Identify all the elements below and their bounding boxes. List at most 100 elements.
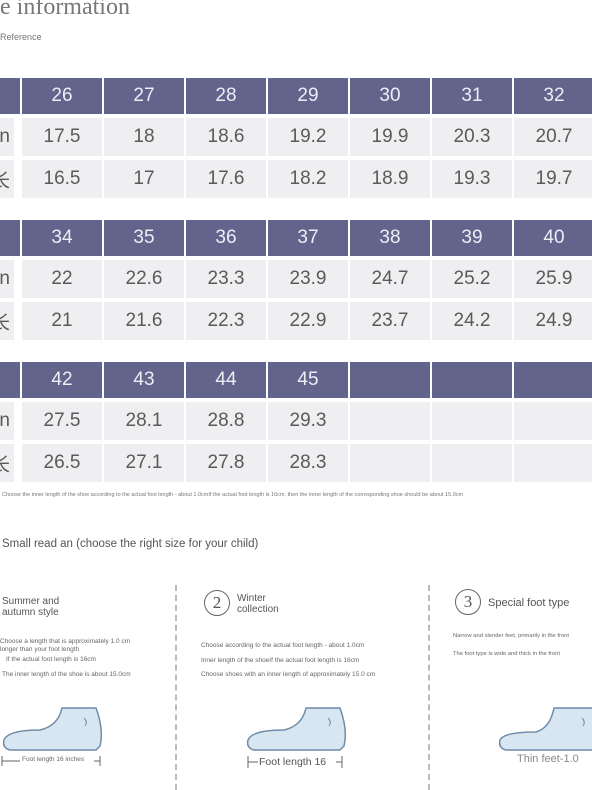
header-cell: 45 — [268, 362, 348, 398]
size-cell: 26.5 — [22, 444, 102, 482]
panel-caption: Foot length 16 inches — [22, 756, 85, 763]
foot-illustration — [246, 707, 347, 768]
header-cell: 31 — [432, 78, 512, 114]
header-cell — [432, 362, 512, 398]
panel-line: Choose shoes with an inner length of app… — [201, 671, 376, 678]
size-cell: 23.7 — [350, 302, 430, 340]
header-cell: 27 — [104, 78, 184, 114]
note: Choose the inner length of the shoe acco… — [2, 492, 464, 498]
row-label: n — [0, 402, 14, 440]
subtitle: Reference — [0, 32, 42, 42]
size-cell — [432, 402, 512, 440]
header-cell: 36 — [186, 220, 266, 256]
size-cell: 18 — [104, 118, 184, 156]
panel-title: Winter collection — [237, 593, 279, 615]
header-cell: 26 — [22, 78, 102, 114]
size-cell: 17 — [104, 160, 184, 198]
panel-number: 3 — [455, 589, 481, 615]
size-cell: 22.3 — [186, 302, 266, 340]
panel-line: Narrow and slender feet, primarily in th… — [453, 633, 569, 639]
panel-caption: Foot length 16 — [259, 756, 327, 768]
size-cell: 20.3 — [432, 118, 512, 156]
size-cell: 28.8 — [186, 402, 266, 440]
size-cell — [514, 444, 592, 482]
header-cell: 40 — [514, 220, 592, 256]
header-cell: 30 — [350, 78, 430, 114]
size-cell: 16.5 — [22, 160, 102, 198]
size-cell: 19.9 — [350, 118, 430, 156]
size-cell: 29.3 — [268, 402, 348, 440]
panel-line: Choose according to the actual foot leng… — [201, 642, 365, 649]
panel-caption: Thin feet-1.0 — [517, 753, 579, 765]
size-cell: 22.9 — [268, 302, 348, 340]
size-cell: 18.6 — [186, 118, 266, 156]
header-cell — [0, 220, 20, 256]
size-cell: 23.3 — [186, 260, 266, 298]
header-cell: 29 — [268, 78, 348, 114]
header-cell: 44 — [186, 362, 266, 398]
title: e information — [0, 0, 130, 20]
header-cell: 37 — [268, 220, 348, 256]
panel-number: 2 — [204, 590, 230, 616]
size-cell: 19.2 — [268, 118, 348, 156]
foot-illustration — [498, 707, 592, 751]
size-cell: 24.7 — [350, 260, 430, 298]
size-cell: 21.6 — [104, 302, 184, 340]
row-label: n — [0, 118, 14, 156]
header-cell: 35 — [104, 220, 184, 256]
row-label: 长 — [0, 160, 14, 198]
size-cell: 22 — [22, 260, 102, 298]
separator — [175, 585, 177, 790]
separator — [428, 585, 430, 790]
header-cell: 38 — [350, 220, 430, 256]
header-cell: 43 — [104, 362, 184, 398]
header-cell: 39 — [432, 220, 512, 256]
panel-line: The foot type is wide and thick in the f… — [453, 651, 560, 657]
size-cell: 19.3 — [432, 160, 512, 198]
panel-line: Choose a length that is approximately 1.… — [0, 638, 131, 653]
size-cell — [432, 444, 512, 482]
size-cell: 24.2 — [432, 302, 512, 340]
header-cell: 28 — [186, 78, 266, 114]
guide-title: Small read an (choose the right size for… — [2, 538, 259, 550]
size-cell: 17.5 — [22, 118, 102, 156]
row-label: 长 — [0, 302, 14, 340]
size-cell: 19.7 — [514, 160, 592, 198]
panel-line: The inner length of the shoe is about 15… — [2, 671, 131, 678]
size-cell — [350, 402, 430, 440]
size-cell: 25.9 — [514, 260, 592, 298]
panel-number-text: 3 — [455, 589, 481, 615]
panel-line: Inner length of the shoeIf the actual fo… — [201, 657, 360, 664]
size-cell: 20.7 — [514, 118, 592, 156]
header-cell — [0, 362, 20, 398]
header-cell: 32 — [514, 78, 592, 114]
size-cell: 28.1 — [104, 402, 184, 440]
panel-number-text: 2 — [204, 590, 230, 616]
size-cell: 18.2 — [268, 160, 348, 198]
size-cell — [350, 444, 430, 482]
header-cell — [350, 362, 430, 398]
panel-title: Summer and autumn style — [2, 596, 60, 618]
size-cell: 27.5 — [22, 402, 102, 440]
size-cell: 27.8 — [186, 444, 266, 482]
size-cell: 21 — [22, 302, 102, 340]
header-cell: 34 — [22, 220, 102, 256]
header-cell — [514, 362, 592, 398]
size-cell: 18.9 — [350, 160, 430, 198]
row-label: 长 — [0, 444, 14, 482]
row-label: n — [0, 260, 14, 298]
size-cell: 22.6 — [104, 260, 184, 298]
size-cell — [514, 402, 592, 440]
size-cell: 24.9 — [514, 302, 592, 340]
header-cell — [0, 78, 20, 114]
foot-illustration — [1, 707, 103, 766]
panel-title: Special foot type — [488, 597, 570, 609]
size-cell: 25.2 — [432, 260, 512, 298]
size-cell: 27.1 — [104, 444, 184, 482]
header-cell: 42 — [22, 362, 102, 398]
size-cell: 17.6 — [186, 160, 266, 198]
panel-line: If the actual foot length is 16cm — [6, 656, 96, 663]
size-cell: 23.9 — [268, 260, 348, 298]
size-cell: 28.3 — [268, 444, 348, 482]
